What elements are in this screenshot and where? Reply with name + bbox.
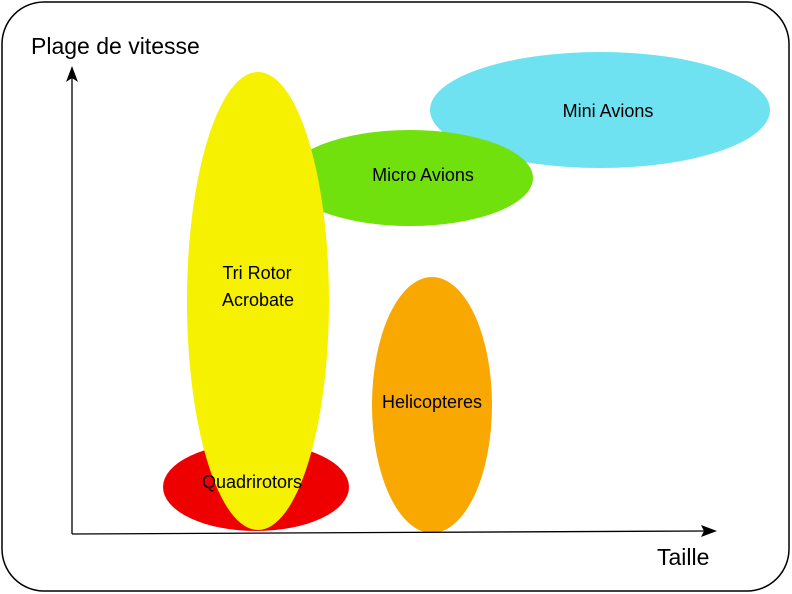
region-micro-avions [287,130,533,226]
y-axis-arrowhead [66,66,78,82]
label-tri-rotor-line2: Acrobate [222,290,294,310]
x-axis-line [71,530,705,535]
label-quadrirotors: Quadrirotors [202,472,302,492]
label-mini-avions: Mini Avions [563,101,654,121]
y-axis-label: Plage de vitesse [31,33,200,59]
x-axis-arrowhead [701,525,717,537]
region-tri-rotor-acrobate [187,72,329,530]
x-axis-label: Taille [657,544,709,570]
label-tri-rotor-line1: Tri Rotor [222,263,291,283]
region-mini-avions [430,52,770,168]
region-helicopteres [372,277,492,533]
label-helicopteres: Helicopteres [382,392,482,412]
label-micro-avions: Micro Avions [372,165,474,185]
